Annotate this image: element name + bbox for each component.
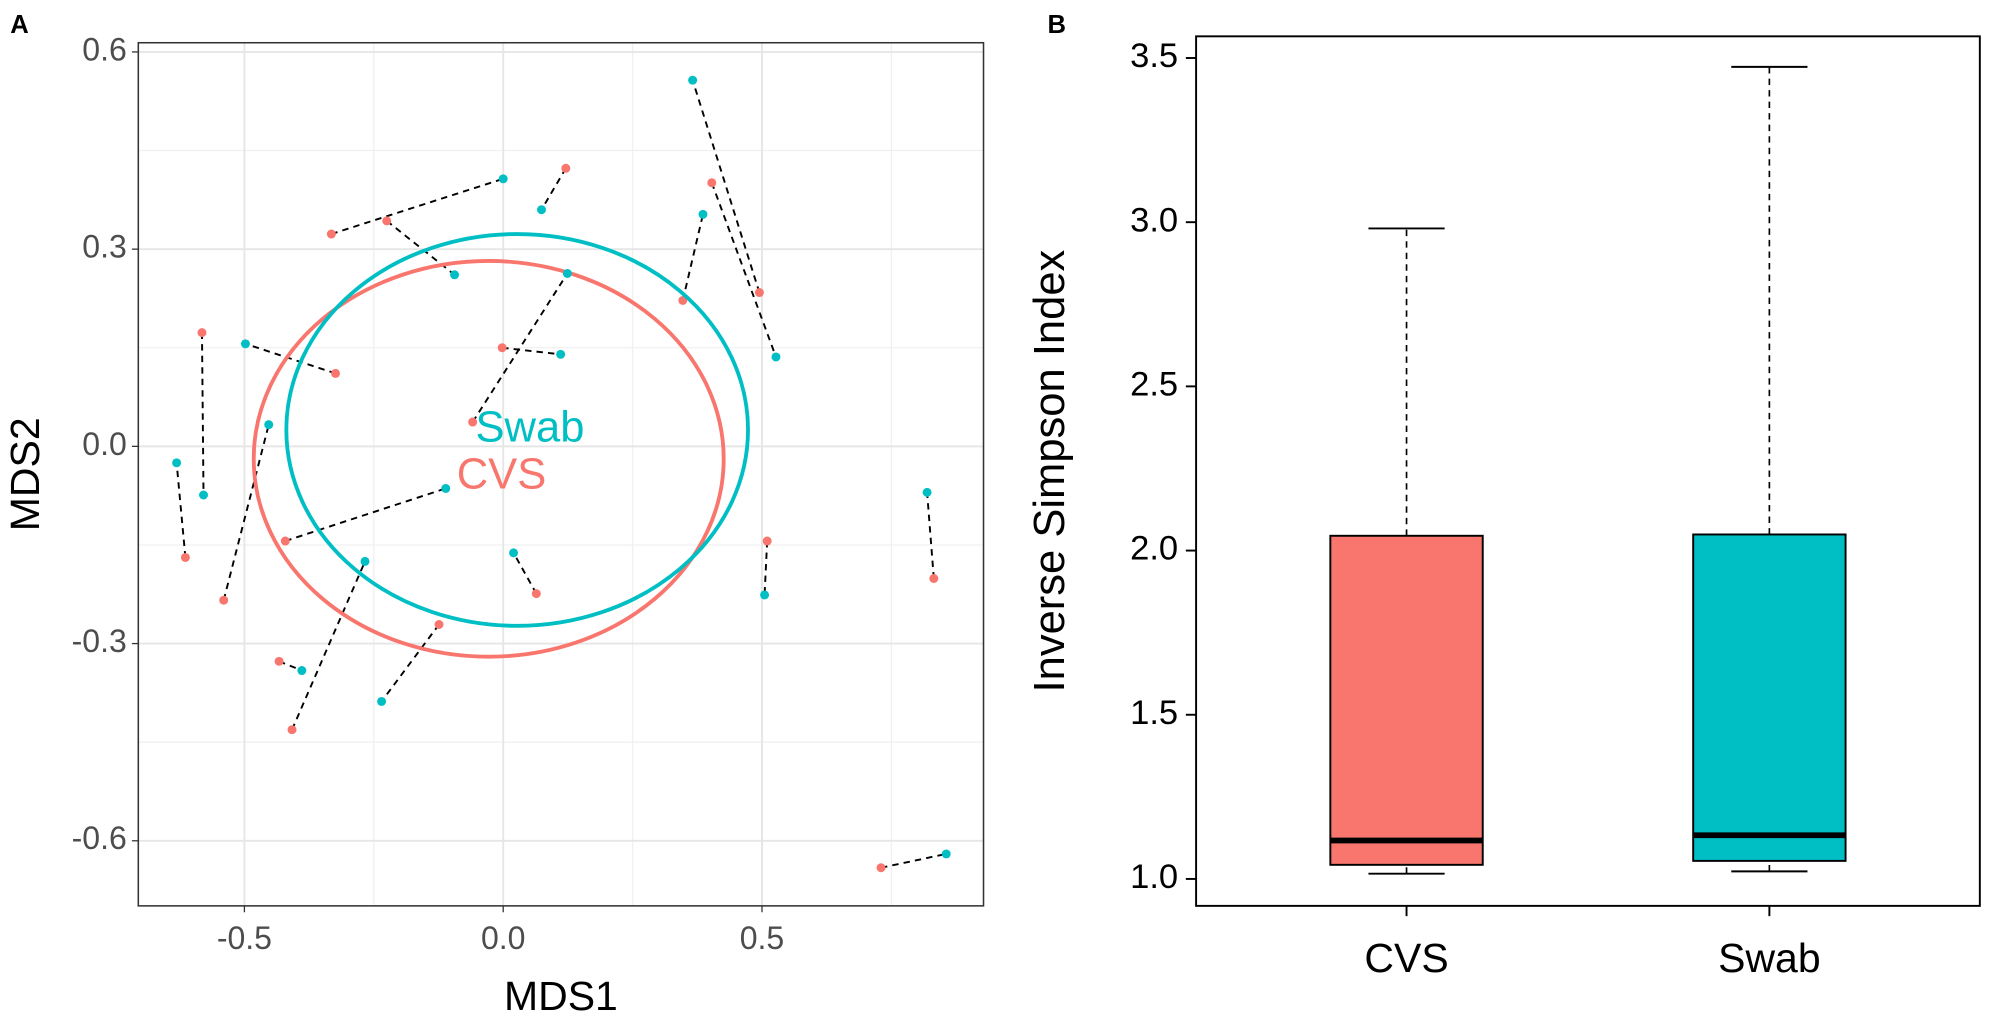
y-tick-label: -0.3 — [72, 623, 127, 659]
y-tick-label: 0.6 — [82, 31, 126, 67]
point — [497, 343, 507, 353]
point — [760, 590, 770, 600]
pair-connector — [175, 462, 187, 558]
point — [876, 863, 886, 873]
pair-connector — [291, 561, 366, 731]
y-tick-label: 1.5 — [1130, 694, 1178, 732]
point — [929, 574, 939, 583]
pair-connector — [710, 182, 777, 358]
x-axis-label: MDS1 — [504, 973, 618, 1019]
point — [274, 656, 284, 666]
point — [450, 270, 460, 280]
pair-connector — [471, 272, 569, 423]
x-tick-label: Swab — [1718, 935, 1820, 981]
group-label: CVS — [457, 450, 547, 498]
confidence-ellipse — [284, 232, 750, 628]
y-tick-label: 3.0 — [1130, 201, 1178, 239]
y-axis-label: Inverse Simpson Index — [1026, 249, 1074, 692]
point — [377, 696, 387, 706]
pair-connector — [691, 79, 761, 293]
x-tick-label: -0.5 — [217, 920, 272, 956]
point — [562, 268, 572, 278]
point — [771, 352, 781, 362]
point — [297, 666, 307, 676]
point — [922, 487, 932, 497]
point — [762, 536, 772, 546]
point — [509, 548, 519, 558]
point — [441, 483, 451, 493]
pair-connector — [284, 487, 447, 542]
y-tick-label: 0.0 — [82, 426, 126, 462]
point — [172, 458, 182, 468]
point — [360, 556, 370, 566]
point — [240, 339, 250, 349]
pair-connector — [201, 332, 205, 496]
group-label: Swab — [476, 403, 585, 451]
point — [287, 725, 297, 735]
box — [1692, 533, 1847, 862]
pair-connector — [540, 167, 567, 211]
y-tick-label: 2.0 — [1130, 530, 1178, 568]
pair-connector — [380, 623, 440, 702]
point — [468, 417, 478, 427]
y-tick-label: 0.3 — [82, 229, 126, 265]
y-tick-label: -0.6 — [72, 820, 127, 856]
point — [180, 552, 190, 562]
pair-connector — [681, 214, 704, 301]
point — [326, 229, 336, 239]
point — [561, 163, 571, 173]
box — [1329, 534, 1484, 866]
point — [707, 178, 717, 188]
point — [280, 536, 290, 546]
x-tick-label: 0.0 — [481, 920, 525, 956]
y-tick-label: 2.5 — [1130, 366, 1178, 404]
point — [531, 589, 541, 599]
x-tick-label: CVS — [1364, 935, 1448, 981]
pair-connector — [763, 540, 769, 595]
y-tick-label: 3.5 — [1130, 37, 1178, 75]
point — [264, 420, 274, 430]
point — [382, 216, 392, 226]
point — [498, 174, 508, 184]
point — [219, 595, 229, 605]
plot-frame — [1195, 35, 1981, 907]
point — [754, 288, 764, 298]
confidence-ellipse — [251, 259, 726, 659]
point — [197, 328, 207, 338]
x-tick-label: 0.5 — [740, 920, 784, 956]
point — [698, 209, 708, 219]
pair-connector — [926, 492, 935, 579]
pair-connector — [502, 346, 561, 356]
y-tick-label: 1.0 — [1130, 858, 1178, 896]
point — [678, 295, 688, 305]
point — [537, 205, 546, 215]
point — [331, 368, 340, 378]
plot-frame — [137, 41, 985, 907]
point — [434, 620, 444, 629]
point — [688, 75, 698, 85]
y-axis-label: MDS2 — [2, 417, 48, 531]
pair-connector — [331, 177, 504, 235]
panel-label: A — [10, 11, 29, 39]
pair-connector — [386, 220, 456, 276]
pair-connector — [512, 552, 538, 595]
pair-connector — [222, 424, 270, 601]
point — [941, 849, 951, 859]
panel-label: B — [1048, 11, 1067, 39]
point — [556, 349, 566, 359]
pair-connector — [245, 342, 336, 375]
point — [199, 490, 209, 500]
